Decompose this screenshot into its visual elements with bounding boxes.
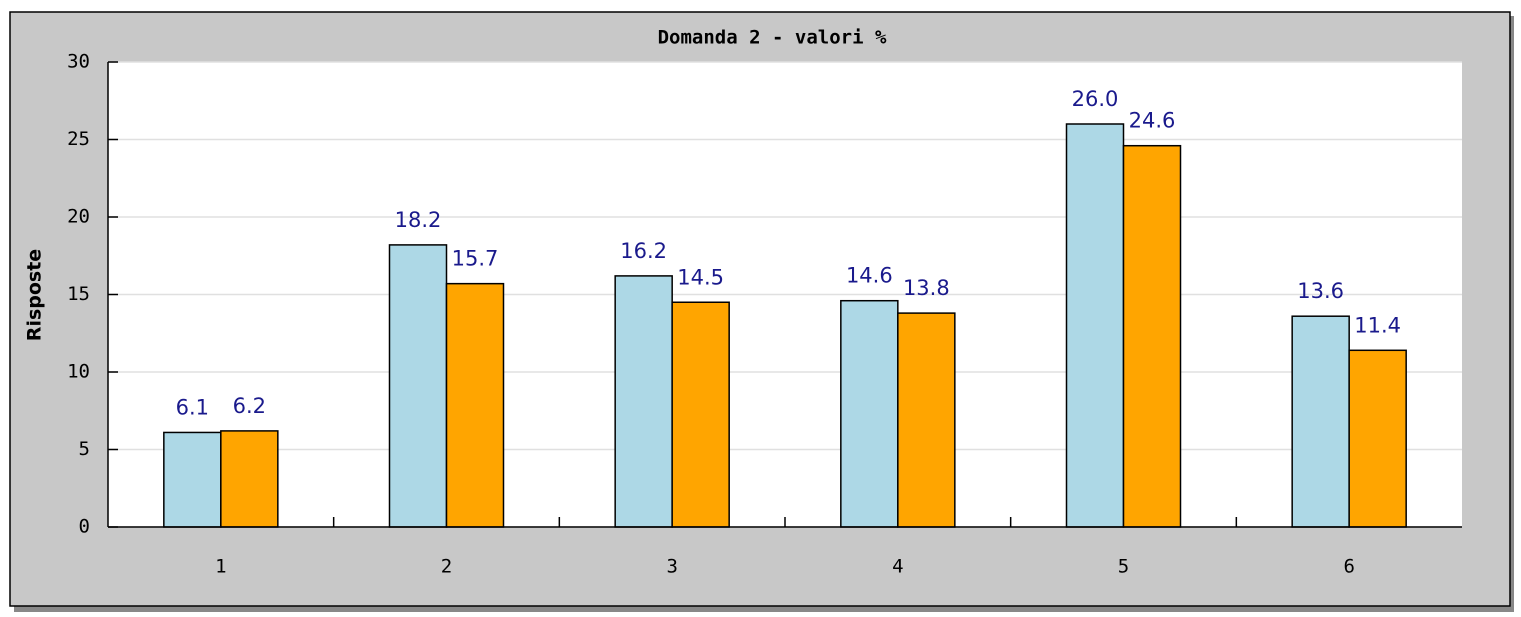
value-label: 14.5 bbox=[677, 265, 724, 289]
x-tick-label: 1 bbox=[215, 556, 226, 578]
bar bbox=[1122, 144, 1182, 528]
y-tick-label: 25 bbox=[67, 128, 90, 150]
y-tick-label: 15 bbox=[67, 283, 90, 305]
y-tick-label: 5 bbox=[79, 438, 90, 460]
value-label: 15.7 bbox=[452, 247, 499, 271]
bar bbox=[671, 301, 730, 528]
x-tick-label: 4 bbox=[892, 556, 903, 578]
value-label: 13.8 bbox=[903, 276, 950, 300]
bar bbox=[840, 299, 899, 528]
bar bbox=[1065, 123, 1125, 528]
value-label: 16.2 bbox=[620, 239, 667, 263]
value-label: 18.2 bbox=[395, 208, 442, 232]
value-label: 24.6 bbox=[1129, 109, 1176, 133]
bar bbox=[1291, 315, 1350, 528]
x-tick-label: 2 bbox=[441, 556, 452, 578]
value-label: 13.6 bbox=[1297, 279, 1344, 303]
bar bbox=[897, 312, 956, 528]
x-tick-label: 5 bbox=[1118, 556, 1129, 578]
value-label: 14.6 bbox=[846, 264, 893, 288]
y-tick-label: 30 bbox=[67, 51, 90, 73]
value-label: 6.1 bbox=[176, 395, 209, 419]
bar bbox=[614, 275, 673, 528]
x-tick-label: 6 bbox=[1343, 556, 1354, 578]
x-tick-label: 3 bbox=[666, 556, 677, 578]
chart-title: Domanda 2 - valori % bbox=[658, 27, 887, 49]
bar bbox=[1348, 349, 1407, 528]
bar bbox=[163, 431, 222, 528]
y-tick-label: 0 bbox=[79, 516, 90, 538]
y-axis-label: Risposte bbox=[24, 249, 46, 341]
y-tick-label: 10 bbox=[67, 361, 90, 383]
bar bbox=[445, 282, 505, 528]
value-label: 6.2 bbox=[233, 394, 266, 418]
y-tick-label: 20 bbox=[67, 206, 90, 228]
value-label: 11.4 bbox=[1354, 313, 1401, 337]
bar bbox=[220, 430, 279, 528]
bar bbox=[388, 244, 448, 528]
value-label: 26.0 bbox=[1072, 87, 1119, 111]
